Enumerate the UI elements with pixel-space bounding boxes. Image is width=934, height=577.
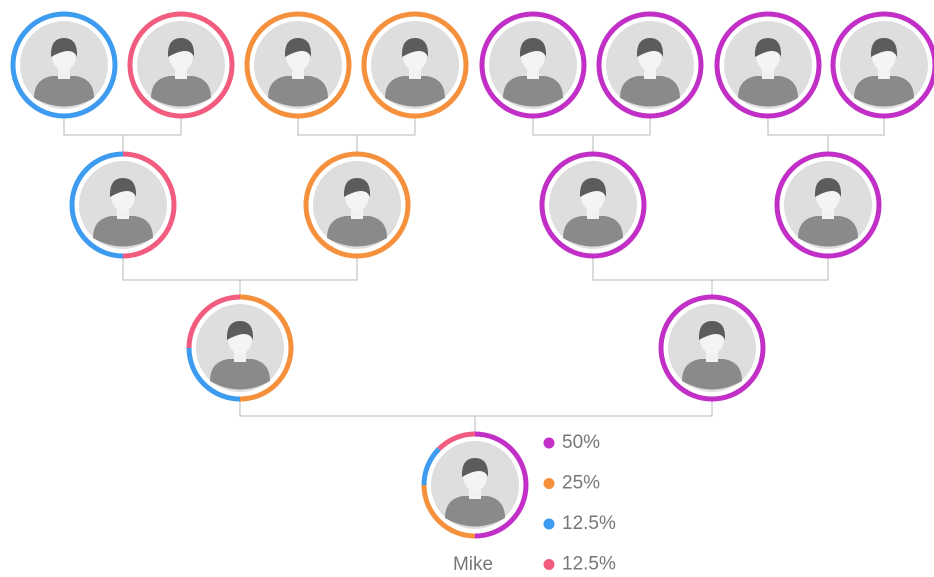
ring-segment [186,347,241,402]
ring-segment [69,151,124,259]
person-node [186,294,294,402]
legend-label: 12.5% [562,513,616,534]
ring-segment [437,431,476,451]
connector [122,258,358,295]
ring [658,294,766,402]
connector [63,118,182,152]
ring [303,151,411,259]
ring-segment [421,484,476,539]
ring [714,11,822,119]
ring [774,151,882,259]
ring-segment [474,431,529,539]
avatar-hair [636,38,664,57]
avatar-hair [814,178,842,197]
person-node [361,11,469,119]
connector [767,118,885,152]
avatar-hair [579,178,607,197]
ring-segment [239,294,294,402]
person-name: Mike [453,554,493,575]
ring [539,151,647,259]
legend-label: 50% [562,432,600,453]
avatar-body [210,359,270,390]
avatar-body [268,76,328,107]
ring-segment [186,294,241,349]
avatar-hair [519,38,547,57]
avatar-body [327,216,387,247]
person-node [774,151,882,259]
person-node [69,151,177,259]
avatar-hair [401,38,429,57]
legend-dot [543,478,555,489]
ring [361,11,469,119]
ring [244,11,352,119]
ring [830,11,934,119]
avatar-hair [343,178,371,197]
person-node [127,11,235,119]
person-node [830,11,934,119]
avatar-body [93,216,153,247]
person-node [596,11,704,119]
ring-segment [421,447,441,486]
ring [479,11,587,119]
avatar-hair [754,38,782,57]
person-node [479,11,587,119]
avatar-body [798,216,858,247]
person-node [421,431,529,539]
avatar-body [682,359,742,390]
avatar-body [151,76,211,107]
ring [10,11,118,119]
person-node [10,11,118,119]
connector [592,258,829,295]
avatar-hair [109,178,137,197]
person-node [658,294,766,402]
avatar-body [445,496,505,527]
legend-dot [543,559,555,570]
legend-dot [543,437,555,449]
legend-dot [543,518,555,530]
avatar-hair [167,38,195,57]
avatar-body [738,76,798,107]
avatar-body [563,216,623,247]
avatar-body [854,76,914,107]
avatar-hair [461,458,489,477]
avatar-hair [284,38,312,57]
avatar-hair [50,38,78,57]
ring [596,11,704,119]
person-node [539,151,647,259]
avatar-hair [698,321,726,340]
avatar-hair [226,321,254,340]
ring-segment [122,151,177,259]
ring [127,11,235,119]
connectors [63,118,885,435]
avatar-body [385,76,445,107]
avatar-hair [870,38,898,57]
avatar-body [620,76,680,107]
avatar-body [34,76,94,107]
legend-label: 25% [562,473,600,494]
person-node [303,151,411,259]
person-node [714,11,822,119]
legend-label: 12.5% [562,554,616,575]
connector [239,401,713,435]
connector [532,118,651,152]
connector [297,118,416,152]
person-node [244,11,352,119]
avatar-body [503,76,563,107]
